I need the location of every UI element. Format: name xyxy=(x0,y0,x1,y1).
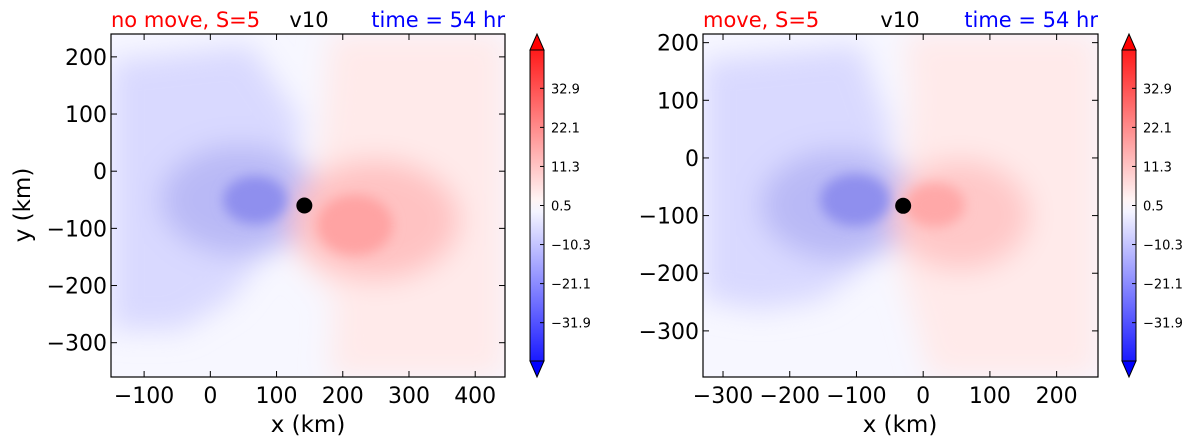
x-tick-label: −200 xyxy=(760,384,820,409)
panel1-frame xyxy=(110,33,506,378)
y-tick-label: −200 xyxy=(47,275,107,300)
panel1-ylabel: y (km) xyxy=(10,168,36,243)
y-tick-label: 200 xyxy=(65,46,107,71)
panel1-variable-label: v10 xyxy=(289,8,328,32)
colorbar-tick-label: −21.1 xyxy=(1143,278,1183,293)
panel2-time-label: time = 54 hr xyxy=(964,8,1098,32)
panel1-pos-core xyxy=(317,195,393,255)
panel2-variable-label: v10 xyxy=(880,8,919,32)
panel-no-move: no move, S=5 v10 time = 54 hr −100 0 100 20… xyxy=(10,8,591,438)
x-tick-label: 400 xyxy=(454,384,496,409)
colorbar-tick-label: 11.3 xyxy=(1143,160,1172,175)
panel1-case-label: no move, S=5 xyxy=(111,8,260,32)
panel2-xlabel: x (km) xyxy=(863,412,938,438)
colorbar-tick-label: 11.3 xyxy=(551,160,580,175)
panel1-colorbar-extend-top xyxy=(529,32,545,51)
panel-move: move, S=5 v10 time = 54 hr −300 −200 −100 0… xyxy=(639,8,1183,438)
panel2-colorbar-extend-top xyxy=(1121,32,1137,51)
panel1-neg-core xyxy=(223,176,287,224)
x-tick-label: 200 xyxy=(322,384,364,409)
x-tick-label: −100 xyxy=(826,384,886,409)
colorbar-tick-label: 0.5 xyxy=(1143,200,1164,215)
colorbar-tick-label: 32.9 xyxy=(1143,82,1172,97)
colorbar-tick-label: −10.3 xyxy=(1143,239,1183,254)
colorbar-tick-label: −31.9 xyxy=(551,317,591,332)
x-tick-label: 0 xyxy=(916,384,930,409)
colorbar-tick-label: 22.1 xyxy=(551,121,580,136)
x-tick-label: 0 xyxy=(203,384,217,409)
colorbar-tick-label: 0.5 xyxy=(551,200,572,215)
colorbar-tick-label: 32.9 xyxy=(551,82,580,97)
y-tick-label: −200 xyxy=(639,262,699,287)
colorbar-tick-label: −21.1 xyxy=(551,278,591,293)
panel1-colorbar-extend-bottom xyxy=(529,360,545,379)
x-tick-label: −300 xyxy=(693,384,753,409)
panel1-field xyxy=(111,34,505,377)
panel2-case-label: move, S=5 xyxy=(703,8,819,32)
panel2-neg-core xyxy=(820,174,890,226)
panel2-pos-core xyxy=(905,183,965,227)
x-tick-label: −100 xyxy=(114,384,174,409)
panel2-colorbar: 32.9 22.1 11.3 0.5 −10.3 −21.1 −31.9 xyxy=(1121,32,1183,379)
y-tick-label: −100 xyxy=(639,205,699,230)
colorbar-tick-label: −31.9 xyxy=(1143,317,1183,332)
y-tick-label: −300 xyxy=(47,332,107,357)
y-tick-label: 200 xyxy=(657,32,699,57)
colorbar-tick-label: 22.1 xyxy=(1143,121,1172,136)
x-tick-label: 200 xyxy=(1036,384,1078,409)
panel1-center-marker xyxy=(296,197,313,214)
panel1-time-label: time = 54 hr xyxy=(371,8,505,32)
colorbar-tick-label: −10.3 xyxy=(551,239,591,254)
panel2-center-marker xyxy=(895,197,912,214)
y-tick-label: 100 xyxy=(65,103,107,128)
x-tick-label: 100 xyxy=(969,384,1011,409)
panel2-frame xyxy=(702,33,1099,378)
panel1-axes: −100 0 100 200 300 400 200 100 0 −100 −200 −300 xyxy=(47,34,505,409)
y-tick-label: −300 xyxy=(639,320,699,345)
y-tick-label: 0 xyxy=(93,160,107,185)
panel1-colorbar: 32.9 22.1 11.3 0.5 −10.3 −21.1 −31.9 xyxy=(529,32,591,379)
y-tick-label: 0 xyxy=(685,147,699,172)
y-tick-label: 100 xyxy=(657,89,699,114)
y-tick-label: −100 xyxy=(47,217,107,242)
x-tick-label: 100 xyxy=(256,384,298,409)
x-tick-label: 300 xyxy=(388,384,430,409)
panel1-xlabel: x (km) xyxy=(271,412,346,438)
panel2-colorbar-extend-bottom xyxy=(1121,360,1137,379)
